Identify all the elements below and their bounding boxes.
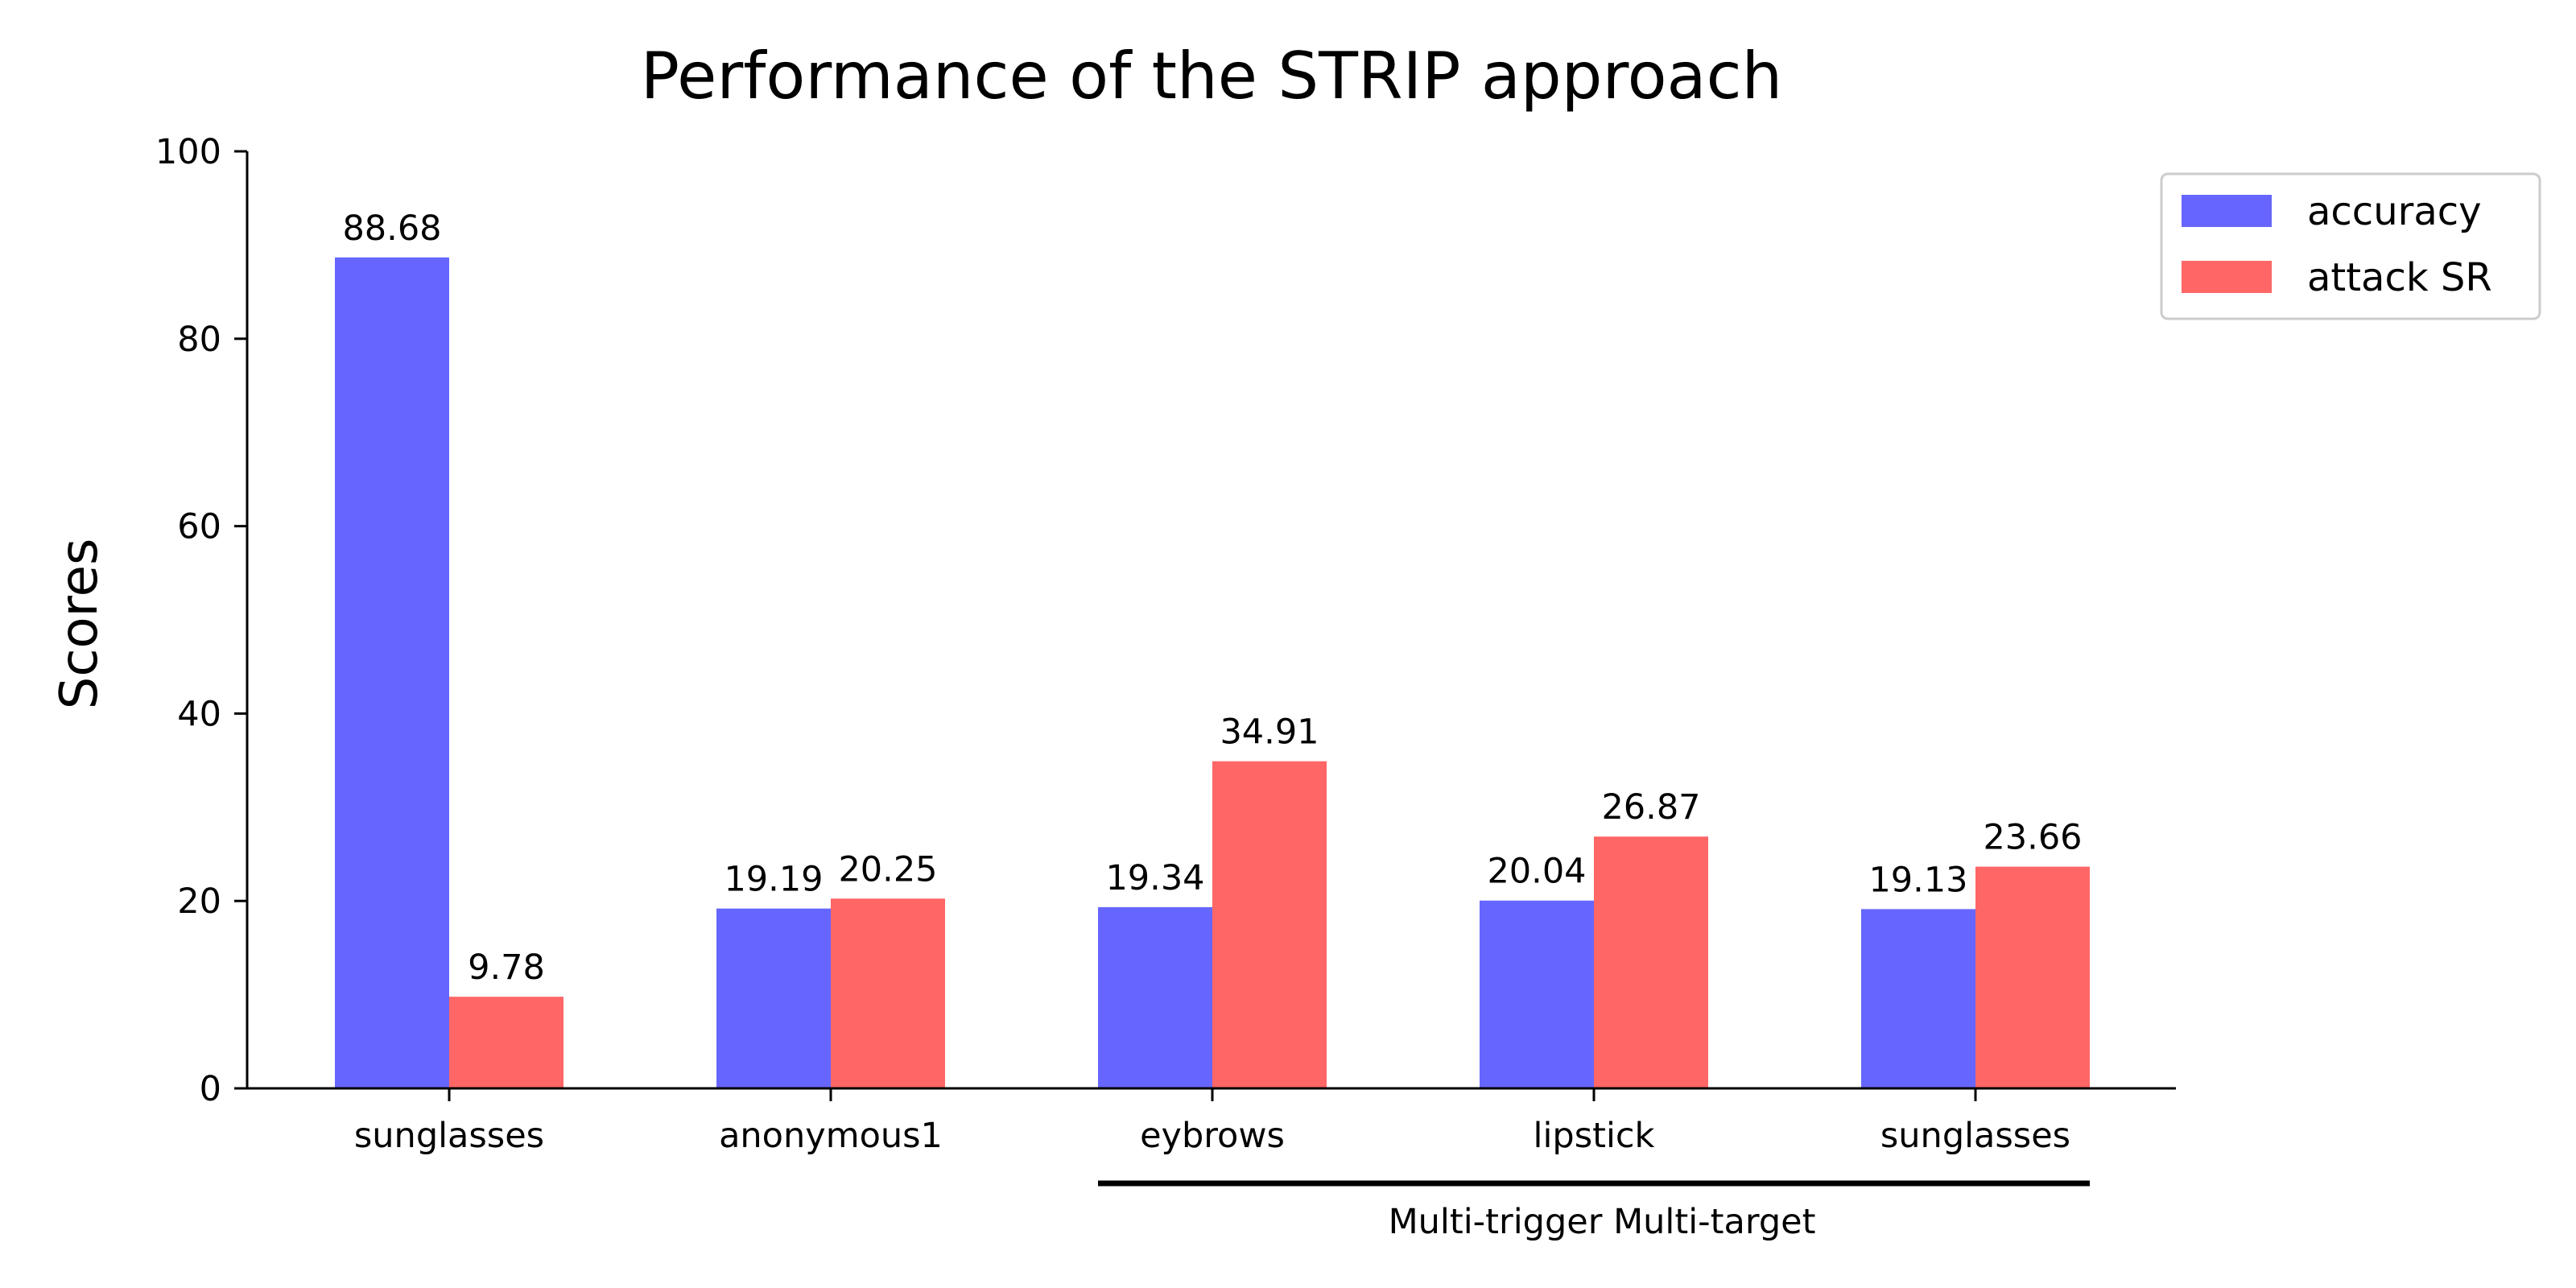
- y-tick-label: 20: [177, 881, 221, 922]
- bar-value-label: 19.34: [1105, 858, 1204, 898]
- bar-accuracy-0: [335, 257, 449, 1089]
- group-annotation-label: Multi-trigger Multi-target: [1389, 1202, 1816, 1242]
- bar-value-label: 20.04: [1487, 852, 1586, 892]
- bar-attack-sr-0: [449, 997, 564, 1088]
- bar-value-label: 19.13: [1868, 860, 1967, 900]
- bar-attack-sr-3: [1594, 836, 1708, 1088]
- x-tick-label: sunglasses: [1880, 1116, 2070, 1156]
- bar-accuracy-4: [1861, 909, 1975, 1088]
- bar-value-label: 9.78: [468, 947, 545, 988]
- bar-attack-sr-2: [1212, 761, 1327, 1088]
- y-tick-label: 80: [177, 320, 221, 360]
- legend-swatch-accuracy: [2182, 195, 2272, 227]
- bar-value-label: 20.25: [838, 849, 937, 890]
- bar-value-label: 88.68: [342, 208, 441, 249]
- y-tick-label: 0: [200, 1069, 221, 1109]
- bar-accuracy-3: [1480, 900, 1594, 1088]
- x-tick-label: eybrows: [1140, 1116, 1285, 1156]
- legend-swatch-attack-sr: [2182, 261, 2272, 293]
- bar-value-label: 19.19: [724, 860, 823, 900]
- y-axis-title: Scores: [50, 539, 109, 710]
- bar-attack-sr-4: [1975, 866, 2090, 1088]
- bar-accuracy-1: [716, 908, 831, 1088]
- y-tick-label: 100: [155, 132, 221, 172]
- bar-attack-sr-1: [831, 898, 945, 1088]
- plot-area: 88.68 19.19 19.34 20.04 19.13 9.78 20.25 34.91 2…: [155, 132, 2176, 1242]
- y-tick-label: 40: [177, 694, 221, 734]
- y-tick-label: 60: [177, 507, 221, 547]
- legend: accuracy attack SR: [2160, 172, 2541, 320]
- bar-accuracy-2: [1098, 906, 1212, 1088]
- bar-value-label: 26.87: [1601, 787, 1700, 828]
- bar-value-label: 34.91: [1220, 712, 1319, 753]
- chart-title: Performance of the STRIP approach: [641, 39, 1783, 114]
- x-tick-label: lipstick: [1534, 1116, 1655, 1156]
- x-tick-label: anonymous1: [719, 1116, 943, 1156]
- x-tick-label: sunglasses: [354, 1116, 544, 1156]
- legend-label-attack-sr: attack SR: [2307, 255, 2492, 300]
- legend-label-accuracy: accuracy: [2307, 189, 2482, 234]
- bar-value-label: 23.66: [1983, 818, 2082, 858]
